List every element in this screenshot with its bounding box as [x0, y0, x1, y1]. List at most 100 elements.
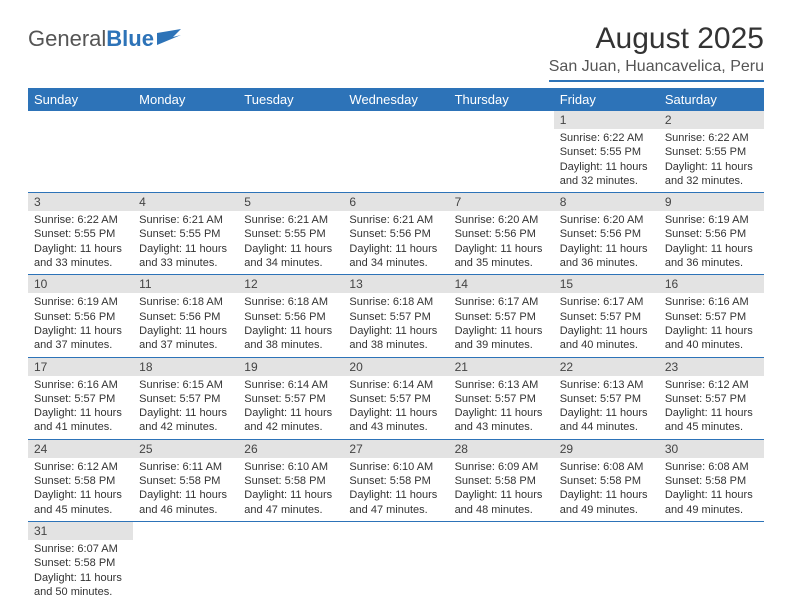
calendar-cell: 27Sunrise: 6:10 AMSunset: 5:58 PMDayligh…	[343, 439, 448, 521]
calendar-cell: 28Sunrise: 6:09 AMSunset: 5:58 PMDayligh…	[449, 439, 554, 521]
weekday-header: Thursday	[449, 88, 554, 111]
day-number: 28	[449, 440, 554, 458]
day-number: 24	[28, 440, 133, 458]
day-number: 6	[343, 193, 448, 211]
calendar-cell	[238, 111, 343, 193]
day-number: 5	[238, 193, 343, 211]
calendar-cell	[659, 521, 764, 603]
calendar-cell: 24Sunrise: 6:12 AMSunset: 5:58 PMDayligh…	[28, 439, 133, 521]
calendar-cell: 1Sunrise: 6:22 AMSunset: 5:55 PMDaylight…	[554, 111, 659, 193]
calendar-cell: 31Sunrise: 6:07 AMSunset: 5:58 PMDayligh…	[28, 521, 133, 603]
calendar-cell: 7Sunrise: 6:20 AMSunset: 5:56 PMDaylight…	[449, 193, 554, 275]
day-content: Sunrise: 6:22 AMSunset: 5:55 PMDaylight:…	[554, 129, 659, 192]
day-number: 17	[28, 358, 133, 376]
logo-text: GeneralBlue	[28, 26, 154, 52]
weekday-header: Saturday	[659, 88, 764, 111]
day-content: Sunrise: 6:16 AMSunset: 5:57 PMDaylight:…	[28, 376, 133, 439]
calendar-cell: 5Sunrise: 6:21 AMSunset: 5:55 PMDaylight…	[238, 193, 343, 275]
day-number: 25	[133, 440, 238, 458]
day-content: Sunrise: 6:22 AMSunset: 5:55 PMDaylight:…	[28, 211, 133, 274]
calendar-cell: 29Sunrise: 6:08 AMSunset: 5:58 PMDayligh…	[554, 439, 659, 521]
day-number: 26	[238, 440, 343, 458]
calendar-row: 31Sunrise: 6:07 AMSunset: 5:58 PMDayligh…	[28, 521, 764, 603]
calendar-row: 3Sunrise: 6:22 AMSunset: 5:55 PMDaylight…	[28, 193, 764, 275]
day-content: Sunrise: 6:18 AMSunset: 5:56 PMDaylight:…	[133, 293, 238, 356]
day-content: Sunrise: 6:12 AMSunset: 5:58 PMDaylight:…	[28, 458, 133, 521]
day-number: 16	[659, 275, 764, 293]
calendar-cell	[343, 111, 448, 193]
day-number: 14	[449, 275, 554, 293]
logo: GeneralBlue	[28, 22, 183, 52]
day-content: Sunrise: 6:21 AMSunset: 5:56 PMDaylight:…	[343, 211, 448, 274]
calendar-cell: 30Sunrise: 6:08 AMSunset: 5:58 PMDayligh…	[659, 439, 764, 521]
day-number: 29	[554, 440, 659, 458]
calendar-cell: 13Sunrise: 6:18 AMSunset: 5:57 PMDayligh…	[343, 275, 448, 357]
calendar-row: 24Sunrise: 6:12 AMSunset: 5:58 PMDayligh…	[28, 439, 764, 521]
day-number: 12	[238, 275, 343, 293]
day-number: 30	[659, 440, 764, 458]
calendar-cell	[133, 111, 238, 193]
day-number: 7	[449, 193, 554, 211]
calendar-cell: 15Sunrise: 6:17 AMSunset: 5:57 PMDayligh…	[554, 275, 659, 357]
day-number: 23	[659, 358, 764, 376]
calendar-cell: 12Sunrise: 6:18 AMSunset: 5:56 PMDayligh…	[238, 275, 343, 357]
day-number: 18	[133, 358, 238, 376]
calendar-cell: 26Sunrise: 6:10 AMSunset: 5:58 PMDayligh…	[238, 439, 343, 521]
day-content: Sunrise: 6:13 AMSunset: 5:57 PMDaylight:…	[449, 376, 554, 439]
logo-general: General	[28, 26, 106, 51]
calendar-cell: 11Sunrise: 6:18 AMSunset: 5:56 PMDayligh…	[133, 275, 238, 357]
calendar-cell: 8Sunrise: 6:20 AMSunset: 5:56 PMDaylight…	[554, 193, 659, 275]
day-number: 9	[659, 193, 764, 211]
day-content: Sunrise: 6:13 AMSunset: 5:57 PMDaylight:…	[554, 376, 659, 439]
weekday-header: Sunday	[28, 88, 133, 111]
day-content: Sunrise: 6:21 AMSunset: 5:55 PMDaylight:…	[133, 211, 238, 274]
calendar-cell: 10Sunrise: 6:19 AMSunset: 5:56 PMDayligh…	[28, 275, 133, 357]
day-content: Sunrise: 6:15 AMSunset: 5:57 PMDaylight:…	[133, 376, 238, 439]
calendar-cell: 2Sunrise: 6:22 AMSunset: 5:55 PMDaylight…	[659, 111, 764, 193]
logo-blue: Blue	[106, 26, 154, 51]
day-content: Sunrise: 6:19 AMSunset: 5:56 PMDaylight:…	[28, 293, 133, 356]
day-number: 1	[554, 111, 659, 129]
calendar-cell: 18Sunrise: 6:15 AMSunset: 5:57 PMDayligh…	[133, 357, 238, 439]
location: San Juan, Huancavelica, Peru	[549, 58, 764, 82]
day-number: 8	[554, 193, 659, 211]
day-number: 2	[659, 111, 764, 129]
day-content: Sunrise: 6:12 AMSunset: 5:57 PMDaylight:…	[659, 376, 764, 439]
flag-icon	[157, 29, 183, 47]
calendar-cell: 17Sunrise: 6:16 AMSunset: 5:57 PMDayligh…	[28, 357, 133, 439]
calendar-cell: 22Sunrise: 6:13 AMSunset: 5:57 PMDayligh…	[554, 357, 659, 439]
day-content: Sunrise: 6:20 AMSunset: 5:56 PMDaylight:…	[554, 211, 659, 274]
day-number: 31	[28, 522, 133, 540]
day-number: 4	[133, 193, 238, 211]
calendar-cell	[449, 521, 554, 603]
calendar-cell: 16Sunrise: 6:16 AMSunset: 5:57 PMDayligh…	[659, 275, 764, 357]
weekday-header: Monday	[133, 88, 238, 111]
day-content: Sunrise: 6:22 AMSunset: 5:55 PMDaylight:…	[659, 129, 764, 192]
day-number: 19	[238, 358, 343, 376]
day-number: 13	[343, 275, 448, 293]
day-content: Sunrise: 6:18 AMSunset: 5:57 PMDaylight:…	[343, 293, 448, 356]
calendar-cell	[554, 521, 659, 603]
calendar-cell: 14Sunrise: 6:17 AMSunset: 5:57 PMDayligh…	[449, 275, 554, 357]
day-number: 22	[554, 358, 659, 376]
calendar-cell: 25Sunrise: 6:11 AMSunset: 5:58 PMDayligh…	[133, 439, 238, 521]
calendar-cell: 21Sunrise: 6:13 AMSunset: 5:57 PMDayligh…	[449, 357, 554, 439]
weekday-header: Wednesday	[343, 88, 448, 111]
calendar-row: 1Sunrise: 6:22 AMSunset: 5:55 PMDaylight…	[28, 111, 764, 193]
day-content: Sunrise: 6:08 AMSunset: 5:58 PMDaylight:…	[554, 458, 659, 521]
title-block: August 2025 San Juan, Huancavelica, Peru	[549, 22, 764, 82]
weekday-header: Friday	[554, 88, 659, 111]
day-content: Sunrise: 6:07 AMSunset: 5:58 PMDaylight:…	[28, 540, 133, 603]
calendar-row: 17Sunrise: 6:16 AMSunset: 5:57 PMDayligh…	[28, 357, 764, 439]
day-content: Sunrise: 6:17 AMSunset: 5:57 PMDaylight:…	[554, 293, 659, 356]
weekday-row: SundayMondayTuesdayWednesdayThursdayFrid…	[28, 88, 764, 111]
calendar-cell	[449, 111, 554, 193]
day-content: Sunrise: 6:14 AMSunset: 5:57 PMDaylight:…	[238, 376, 343, 439]
calendar-cell: 9Sunrise: 6:19 AMSunset: 5:56 PMDaylight…	[659, 193, 764, 275]
calendar-cell: 20Sunrise: 6:14 AMSunset: 5:57 PMDayligh…	[343, 357, 448, 439]
day-content: Sunrise: 6:14 AMSunset: 5:57 PMDaylight:…	[343, 376, 448, 439]
day-content: Sunrise: 6:16 AMSunset: 5:57 PMDaylight:…	[659, 293, 764, 356]
day-content: Sunrise: 6:10 AMSunset: 5:58 PMDaylight:…	[238, 458, 343, 521]
day-content: Sunrise: 6:19 AMSunset: 5:56 PMDaylight:…	[659, 211, 764, 274]
calendar-cell	[343, 521, 448, 603]
